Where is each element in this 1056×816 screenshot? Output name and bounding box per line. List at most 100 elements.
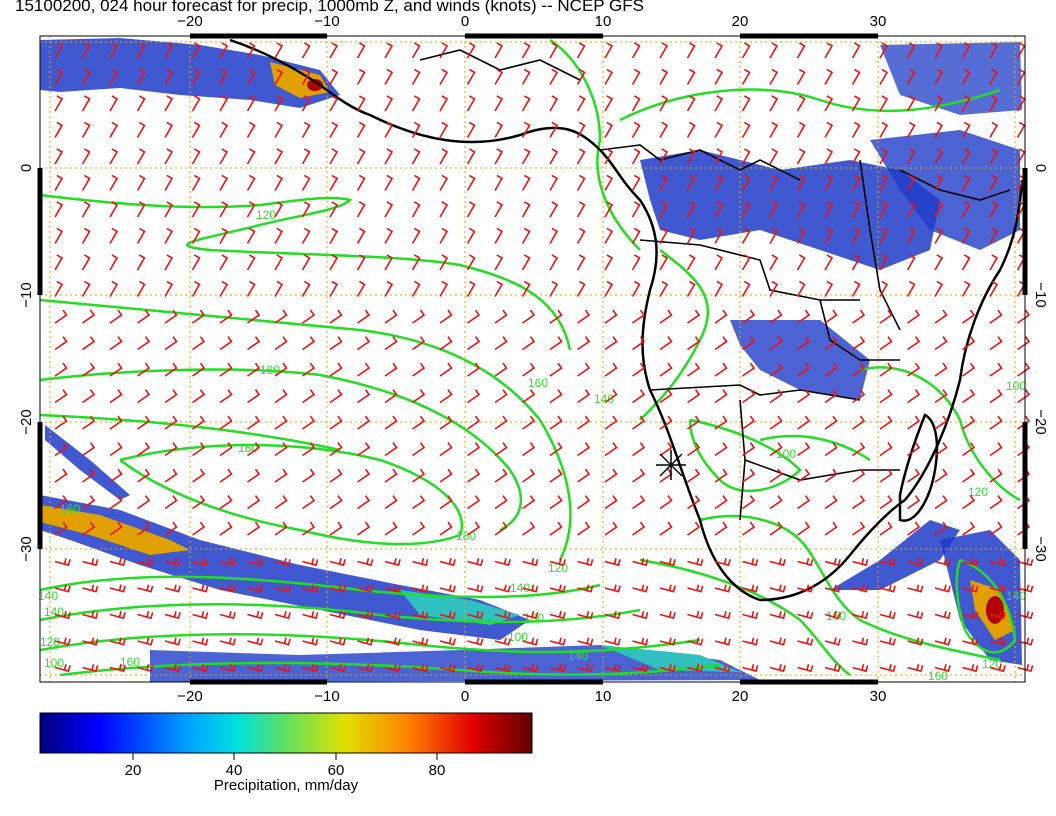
wind-barb bbox=[219, 610, 236, 620]
wind-barb bbox=[109, 637, 126, 646]
wind-barb bbox=[907, 442, 921, 457]
wind-barb bbox=[274, 280, 284, 297]
wind-barb bbox=[219, 557, 236, 567]
wind-barb bbox=[357, 521, 371, 536]
wind-barb bbox=[219, 442, 233, 457]
wind-barb bbox=[274, 42, 284, 59]
wind-barb bbox=[136, 68, 146, 85]
wind-barb bbox=[439, 557, 456, 567]
wind-barb bbox=[632, 557, 649, 567]
wind-barb bbox=[659, 95, 669, 112]
wind-barb bbox=[631, 280, 641, 297]
lat-tick-left: −10 bbox=[18, 282, 35, 307]
wind-barb bbox=[137, 362, 151, 377]
wind-barb bbox=[604, 557, 621, 567]
wind-barb bbox=[439, 68, 449, 85]
wind-barb bbox=[576, 280, 586, 297]
colorbar-tick: 40 bbox=[226, 762, 243, 779]
wind-barb bbox=[796, 174, 806, 191]
wind-barb bbox=[412, 468, 426, 483]
wind-barb bbox=[687, 415, 701, 430]
wind-barb bbox=[604, 201, 614, 218]
wind-barb bbox=[824, 174, 834, 191]
wind-barb bbox=[357, 415, 371, 430]
wind-barb bbox=[577, 557, 594, 567]
wind-barb bbox=[824, 336, 838, 351]
wind-barb bbox=[879, 521, 893, 536]
wind-barb bbox=[54, 663, 71, 673]
wind-barb bbox=[274, 309, 288, 324]
wind-barb bbox=[357, 309, 371, 324]
lon-tick-bottom: −10 bbox=[314, 688, 339, 705]
height-contours bbox=[39, 38, 1021, 677]
wind-barb bbox=[549, 95, 559, 112]
wind-barb bbox=[769, 68, 779, 85]
wind-barb bbox=[632, 521, 646, 536]
wind-barb bbox=[357, 637, 374, 646]
wind-barb bbox=[54, 584, 71, 593]
lon-tick-bottom: 10 bbox=[595, 688, 612, 705]
wind-barb bbox=[54, 389, 68, 404]
wind-barb bbox=[329, 442, 343, 457]
wind-barb bbox=[164, 227, 174, 244]
wind-barb bbox=[659, 336, 673, 351]
wind-barb bbox=[659, 584, 676, 593]
wind-barb bbox=[549, 663, 566, 673]
height-contour bbox=[119, 443, 463, 546]
wind-barb bbox=[686, 95, 696, 112]
wind-barb bbox=[384, 68, 394, 85]
wind-barb bbox=[577, 389, 591, 404]
wind-barb bbox=[549, 495, 563, 510]
wind-barb bbox=[384, 584, 401, 593]
wind-barb bbox=[467, 309, 481, 324]
precip-streak bbox=[45, 425, 130, 500]
wind-barb bbox=[82, 495, 96, 510]
wind-barb bbox=[164, 663, 181, 673]
wind-barb bbox=[714, 637, 731, 646]
wind-barb bbox=[907, 521, 921, 536]
wind-barb bbox=[274, 362, 288, 377]
wind-barb bbox=[384, 174, 394, 191]
wind-barb bbox=[632, 389, 646, 404]
wind-barb bbox=[934, 495, 948, 510]
wind-barb bbox=[576, 201, 586, 218]
wind-barb bbox=[577, 309, 591, 324]
wind-barb bbox=[906, 254, 916, 271]
wind-barb bbox=[879, 336, 893, 351]
wind-barb bbox=[164, 610, 181, 620]
wind-barb bbox=[659, 42, 669, 59]
wind-barb bbox=[384, 468, 398, 483]
wind-barb bbox=[989, 227, 999, 244]
wind-barb bbox=[659, 174, 669, 191]
wind-barb bbox=[934, 415, 948, 430]
wind-barb bbox=[632, 309, 646, 324]
wind-barb bbox=[824, 148, 834, 165]
wind-barb bbox=[494, 584, 511, 593]
wind-barb bbox=[989, 121, 999, 138]
wind-barb bbox=[54, 174, 64, 191]
wind-barb bbox=[192, 584, 209, 593]
wind-barb bbox=[796, 227, 806, 244]
wind-barb bbox=[687, 610, 704, 620]
wind-barb bbox=[714, 309, 728, 324]
wind-barb bbox=[82, 557, 99, 567]
wind-barb bbox=[191, 42, 201, 59]
contour-label: 100 bbox=[776, 447, 796, 461]
wind-barb bbox=[1017, 584, 1034, 593]
wind-barb bbox=[576, 227, 586, 244]
lon-tick-bottom: 20 bbox=[732, 688, 749, 705]
precip-south-atlantic-frontal-band bbox=[40, 495, 530, 640]
wind-barb bbox=[54, 309, 68, 324]
wind-barb bbox=[659, 442, 673, 457]
wind-barb bbox=[137, 495, 151, 510]
wind-barb bbox=[989, 362, 1003, 377]
wind-barb bbox=[411, 280, 421, 297]
wind-barb bbox=[192, 521, 206, 536]
wind-barb bbox=[54, 495, 68, 510]
wind-barb bbox=[687, 362, 701, 377]
wind-barb bbox=[989, 309, 1003, 324]
wind-barb bbox=[797, 468, 811, 483]
wind-barb bbox=[852, 495, 866, 510]
wind-barb bbox=[742, 415, 756, 430]
wind-barb bbox=[797, 336, 811, 351]
